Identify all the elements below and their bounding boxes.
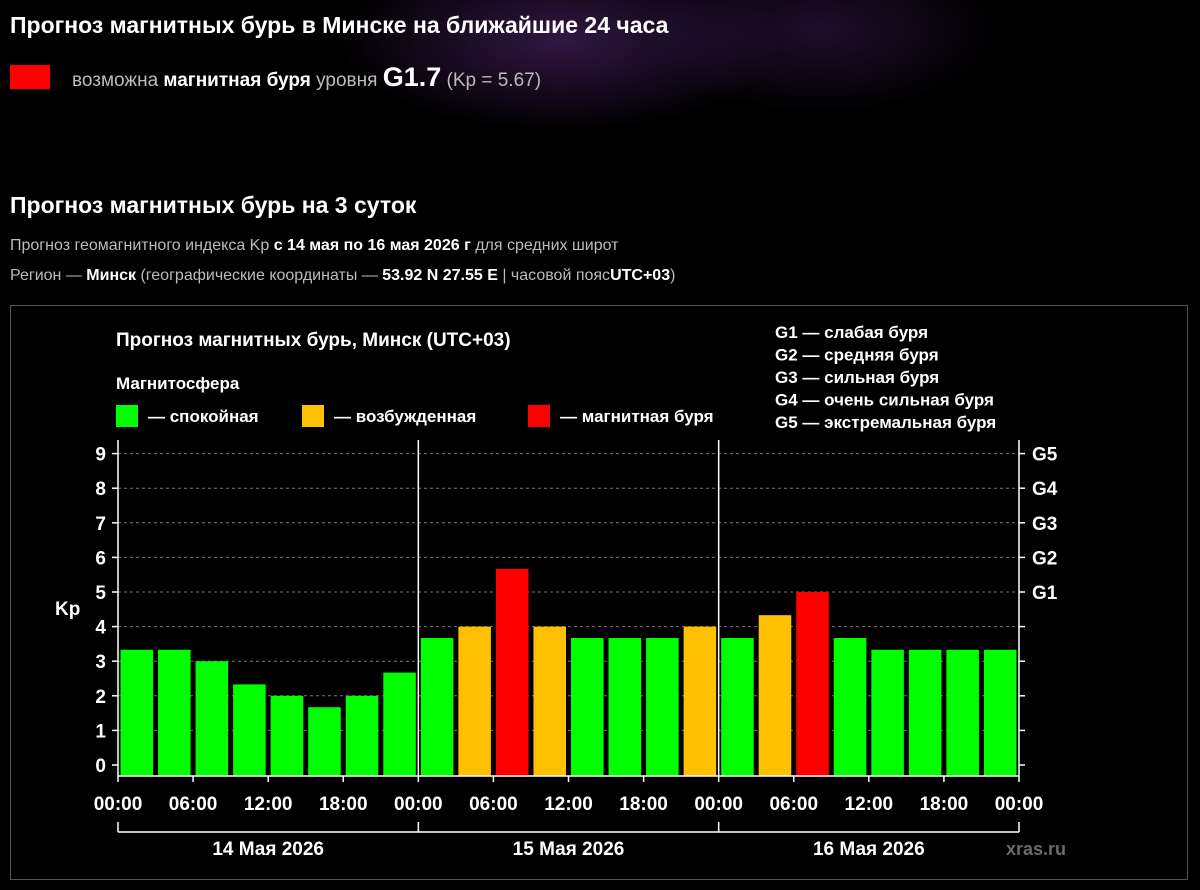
kp-bar [533, 626, 566, 776]
g-tick-label: G5 [1032, 445, 1058, 466]
legend-label: — возбужденная [334, 407, 476, 426]
alert-level: G1.7 [382, 61, 442, 92]
day-label: 16 Мая 2026 [813, 839, 925, 860]
x-tick-label: 00:00 [694, 794, 743, 815]
page-title: Прогноз магнитных бурь в Минске на ближа… [10, 12, 669, 38]
chart-title: Прогноз магнитных бурь, Минск (UTC+03) [116, 330, 511, 351]
kp-bar [983, 649, 1017, 776]
x-tick-label: 06:00 [469, 794, 518, 815]
kp-bar [345, 695, 379, 776]
g-legend-item: G4 — очень сильная буря [775, 391, 994, 410]
legend-title: Магнитосфера [116, 374, 240, 393]
day-label: 15 Мая 2026 [513, 839, 625, 860]
kp-bar [495, 568, 529, 776]
chart-panel [10, 305, 1188, 880]
x-tick-label: 00:00 [94, 794, 143, 815]
region-city: Минск [86, 267, 137, 284]
x-tick-label: 06:00 [169, 794, 218, 815]
kp-bar [270, 695, 304, 776]
x-tick-label: 12:00 [845, 794, 894, 815]
kp-bar [233, 684, 266, 776]
alert-bold: магнитная буря [163, 69, 311, 91]
legend-label: — спокойная [148, 407, 259, 426]
g-legend-item: G5 — экстремальная буря [775, 413, 996, 432]
y-tick-label: 1 [95, 721, 106, 742]
kp-bar [646, 638, 679, 776]
x-tick-label: 00:00 [995, 794, 1044, 815]
g-legend-item: G1 — слабая буря [775, 323, 928, 342]
y-tick-label: 4 [95, 618, 106, 639]
alert-middle: уровня [316, 69, 378, 91]
region-g: ) [670, 267, 676, 284]
legend-label: — магнитная буря [560, 407, 714, 426]
kp-bar [458, 626, 491, 776]
x-tick-label: 12:00 [244, 794, 293, 815]
g-tick-label: G4 [1032, 479, 1058, 500]
g-legend-item: G2 — средняя буря [775, 346, 939, 365]
x-tick-label: 18:00 [619, 794, 668, 815]
kp-bar [195, 661, 229, 776]
y-tick-label: 6 [95, 548, 106, 569]
y-axis-label: Kp [55, 599, 80, 620]
x-tick-label: 00:00 [394, 794, 443, 815]
kp-bar [571, 638, 604, 776]
kp-bar [608, 638, 642, 776]
desc-a: Прогноз геомагнитного индекса Kp [10, 237, 270, 254]
g-tick-label: G2 [1032, 548, 1057, 569]
x-tick-label: 18:00 [920, 794, 969, 815]
kp-bar [420, 638, 454, 776]
kp-bar [120, 649, 154, 776]
kp-bar [833, 638, 867, 776]
region-a: Регион — [10, 267, 82, 284]
y-tick-label: 7 [95, 514, 106, 535]
region-description: Регион — Минск (географические координат… [10, 267, 675, 285]
kp-bar [383, 672, 416, 776]
x-tick-label: 12:00 [544, 794, 593, 815]
day-label: 14 Мая 2026 [212, 839, 324, 860]
region-e: | часовой пояс [502, 267, 611, 284]
region-tz: UTC+03 [610, 267, 671, 284]
kp-bar [908, 649, 942, 776]
kp-bar [871, 649, 904, 776]
kp-bar [758, 615, 792, 776]
g-tick-label: G1 [1032, 583, 1058, 604]
x-tick-label: 18:00 [319, 794, 368, 815]
kp-bar [796, 592, 829, 776]
kp-bar [683, 626, 717, 776]
alert-text: возможна магнитная буря уровня G1.7 (Kp … [72, 62, 541, 93]
alert-prefix: возможна [72, 69, 159, 91]
alert-color-swatch [10, 65, 50, 89]
y-tick-label: 2 [95, 687, 106, 708]
region-coords: 53.92 N 27.55 E [382, 267, 498, 284]
forecast-description: Прогноз геомагнитного индекса Kp с 14 ма… [10, 237, 619, 255]
desc-c: для средних широт [475, 237, 619, 254]
alert-kp: (Kp = 5.67) [446, 69, 542, 91]
desc-dates: с 14 мая по 16 мая 2026 г [273, 237, 471, 254]
kp-bar [308, 707, 341, 776]
legend-swatch [528, 405, 550, 427]
section-title: Прогноз магнитных бурь на 3 суток [10, 192, 417, 218]
kp-bar [946, 649, 979, 776]
g-legend-item: G3 — сильная буря [775, 368, 939, 387]
y-tick-label: 8 [95, 479, 106, 500]
y-tick-label: 5 [95, 583, 106, 604]
y-tick-label: 0 [95, 756, 106, 777]
y-tick-label: 3 [95, 652, 106, 673]
g-tick-label: G3 [1032, 514, 1057, 535]
y-tick-label: 9 [95, 445, 106, 466]
region-c: (географические координаты — [140, 267, 378, 284]
storm-alert: возможна магнитная буря уровня G1.7 (Kp … [10, 60, 541, 94]
x-tick-label: 06:00 [769, 794, 818, 815]
legend-swatch [116, 405, 138, 427]
watermark: xras.ru [1006, 839, 1066, 859]
kp-bar [721, 638, 754, 776]
legend-swatch [302, 405, 324, 427]
kp-bar [158, 649, 191, 776]
